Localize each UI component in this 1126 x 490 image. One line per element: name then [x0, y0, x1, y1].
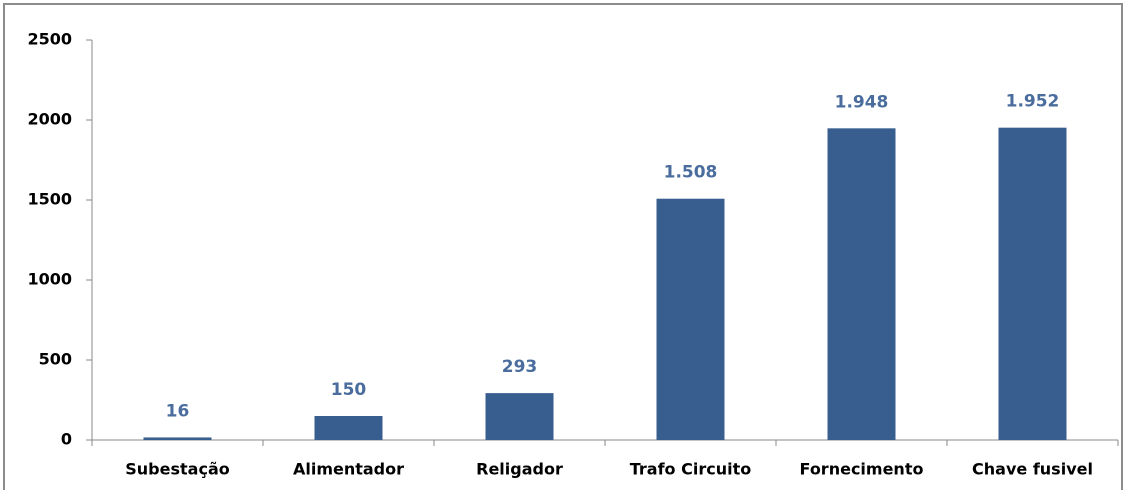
- bar: [827, 128, 896, 440]
- x-tick-label: Subestação: [125, 460, 229, 479]
- x-tick-label: Fornecimento: [800, 460, 924, 479]
- value-label: 150: [331, 380, 367, 400]
- bar: [485, 393, 554, 440]
- chart-frame: [3, 3, 1123, 490]
- x-tick-label: Chave fusivel: [972, 460, 1093, 479]
- bar: [314, 416, 383, 440]
- x-tick-label: Religador: [476, 460, 563, 479]
- bar: [656, 198, 725, 440]
- y-tick-label: 2500: [27, 30, 72, 49]
- value-label: 1.952: [1006, 92, 1060, 112]
- y-tick-label: 0: [61, 430, 72, 449]
- y-tick-label: 1500: [27, 190, 72, 209]
- x-tick-label: Alimentador: [293, 460, 404, 479]
- value-label: 293: [502, 357, 538, 377]
- bar: [998, 127, 1067, 441]
- value-label: 16: [166, 401, 190, 421]
- y-tick-label: 1000: [27, 270, 72, 289]
- x-tick-label: Trafo Circuito: [630, 460, 751, 479]
- value-label: 1.948: [835, 92, 889, 112]
- y-tick-label: 500: [39, 350, 72, 369]
- bar: [143, 437, 212, 440]
- y-tick-label: 2000: [27, 110, 72, 129]
- value-label: 1.508: [664, 163, 718, 183]
